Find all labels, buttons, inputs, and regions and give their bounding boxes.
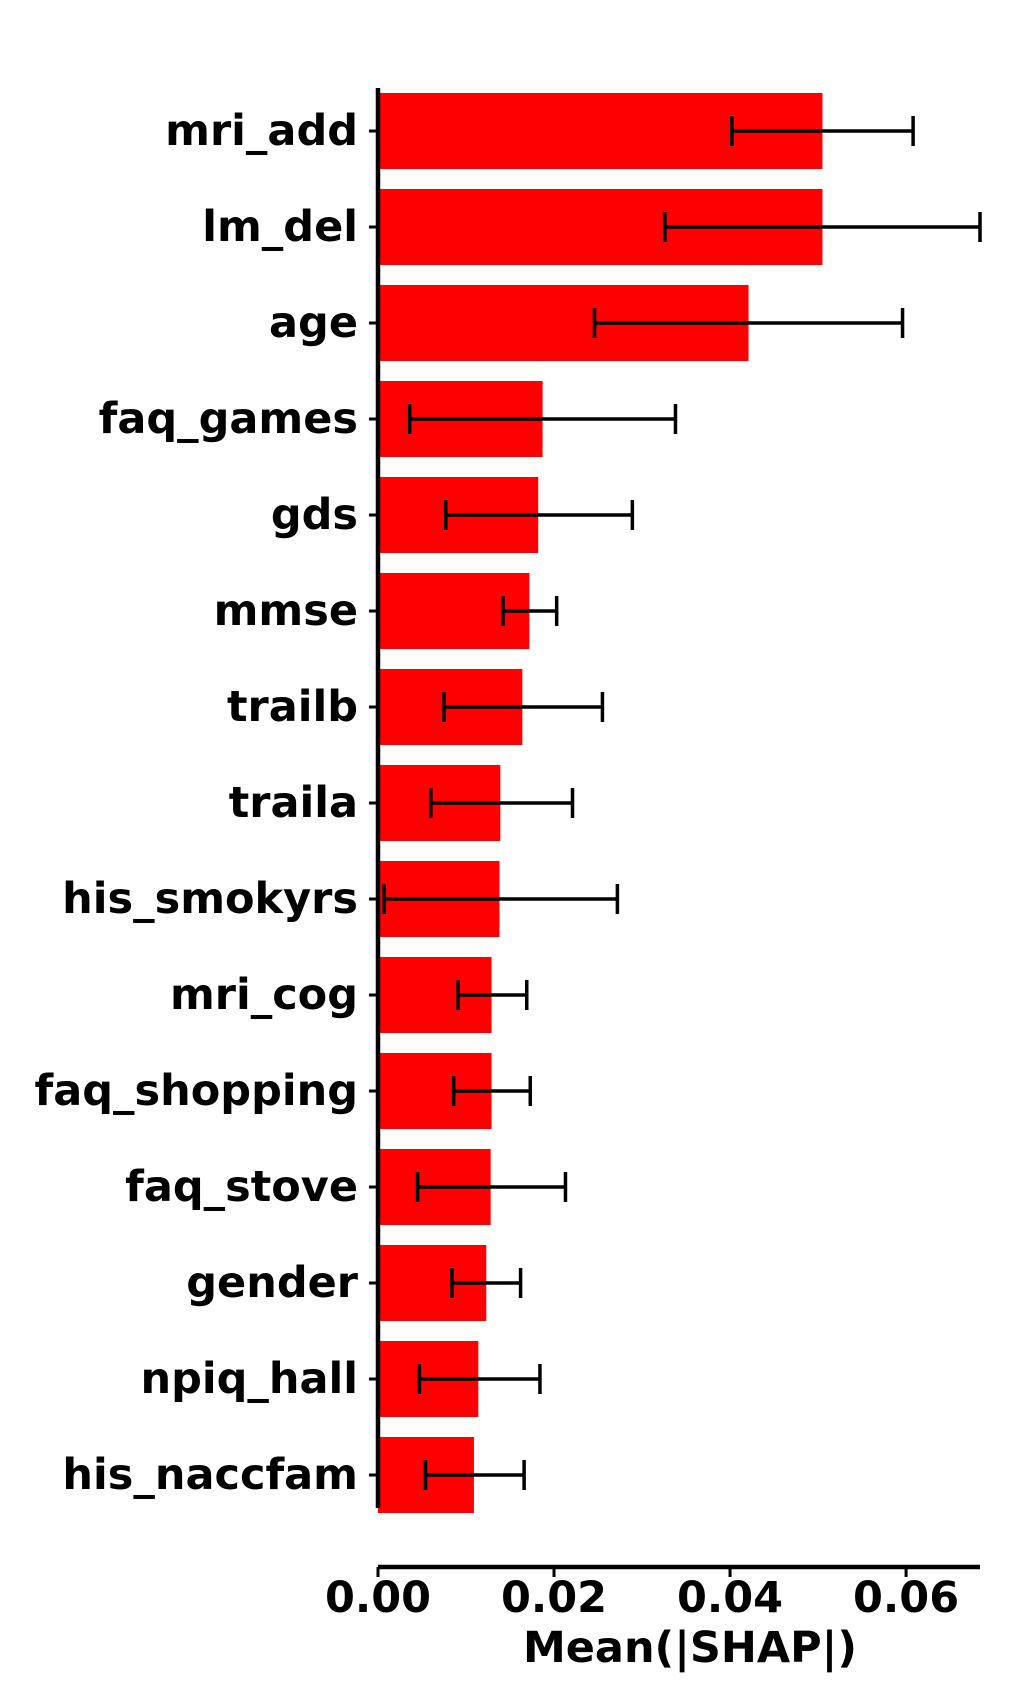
x-tick-label: 0.00 — [325, 1573, 431, 1623]
error-bar-faq-shopping — [451, 1076, 533, 1106]
x-axis-label: Mean(|SHAP|) — [523, 1623, 857, 1673]
error-bar-trailb — [442, 692, 605, 722]
x-axis: 0.00 0.02 0.04 0.06 — [325, 1564, 980, 1623]
error-bar-age — [592, 308, 905, 338]
y-tick-label-age: age — [269, 298, 358, 348]
y-tick-label-gender: gender — [186, 1258, 359, 1308]
error-bar-mmse — [501, 596, 559, 626]
y-tick-label-faq-games: faq_games — [99, 394, 358, 444]
error-bar-lm-del — [663, 212, 982, 242]
error-bar-mri-add — [730, 116, 915, 146]
y-tick-label-mri-cog: mri_cog — [170, 970, 358, 1020]
y-tick-label-his-smokyrs: his_smokyrs — [62, 874, 358, 924]
error-bars-group — [382, 116, 982, 1490]
error-bar-faq-stove — [415, 1172, 568, 1202]
error-bar-gender — [450, 1268, 523, 1298]
y-tick-label-npiq-hall: npiq_hall — [140, 1354, 358, 1404]
error-bar-gds — [444, 500, 635, 530]
y-tick-label-faq-shopping: faq_shopping — [35, 1066, 358, 1116]
error-bar-mri-cog — [456, 980, 529, 1010]
error-bar-traila — [429, 788, 575, 818]
y-tick-label-trailb: trailb — [227, 682, 358, 732]
y-tick-label-his-naccfam: his_naccfam — [62, 1450, 358, 1500]
y-tick-label-mri-add: mri_add — [165, 106, 358, 156]
y-tick-label-mmse: mmse — [214, 586, 358, 636]
x-tick-label: 0.06 — [853, 1573, 959, 1623]
error-bar-npiq-hall — [417, 1364, 542, 1394]
x-tick-label: 0.04 — [677, 1573, 783, 1623]
x-tick-label: 0.02 — [501, 1573, 607, 1623]
y-tick-label-gds: gds — [271, 490, 358, 540]
error-bar-his-naccfam — [423, 1460, 526, 1490]
y-tick-label-traila: traila — [229, 778, 358, 828]
error-bar-faq-games — [407, 404, 678, 434]
y-tick-label-lm-del: lm_del — [202, 202, 358, 252]
y-tick-label-faq-stove: faq_stove — [125, 1162, 358, 1212]
error-bar-his-smokyrs — [382, 884, 620, 914]
